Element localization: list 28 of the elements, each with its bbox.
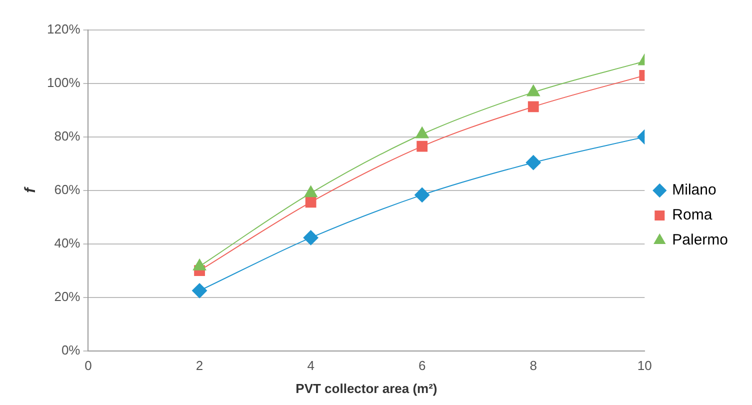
y-tick-label: 0% — [61, 342, 81, 358]
x-tick-label: 0 — [84, 358, 92, 374]
y-tick-label: 120% — [47, 22, 81, 37]
point — [416, 140, 428, 152]
x-tick-label: 10 — [637, 358, 652, 374]
point — [303, 230, 318, 246]
x-axis-title: PVT collector area (m²) — [296, 380, 438, 396]
point — [305, 196, 316, 208]
legend-label: Milano — [672, 182, 716, 199]
y-tick-label: 40% — [54, 235, 81, 250]
x-tick-label: 2 — [196, 358, 204, 374]
legend-label: Palermo — [672, 232, 728, 249]
point — [416, 126, 429, 138]
y-tick-label: 100% — [47, 75, 81, 90]
point — [304, 186, 318, 198]
point — [192, 283, 208, 298]
x-tick-label: 8 — [530, 358, 537, 374]
legend-label: Roma — [672, 206, 713, 224]
x-tick-label: 4 — [307, 358, 314, 374]
x-tick-label: 6 — [418, 358, 426, 374]
y-tick-label: 20% — [54, 288, 81, 304]
point — [528, 101, 539, 112]
point — [526, 155, 541, 170]
y-tick-label: 80% — [54, 128, 81, 144]
point — [526, 84, 540, 96]
y-axis-title: f — [22, 186, 40, 193]
y-tick-label: 60% — [54, 182, 81, 197]
point — [414, 187, 430, 202]
